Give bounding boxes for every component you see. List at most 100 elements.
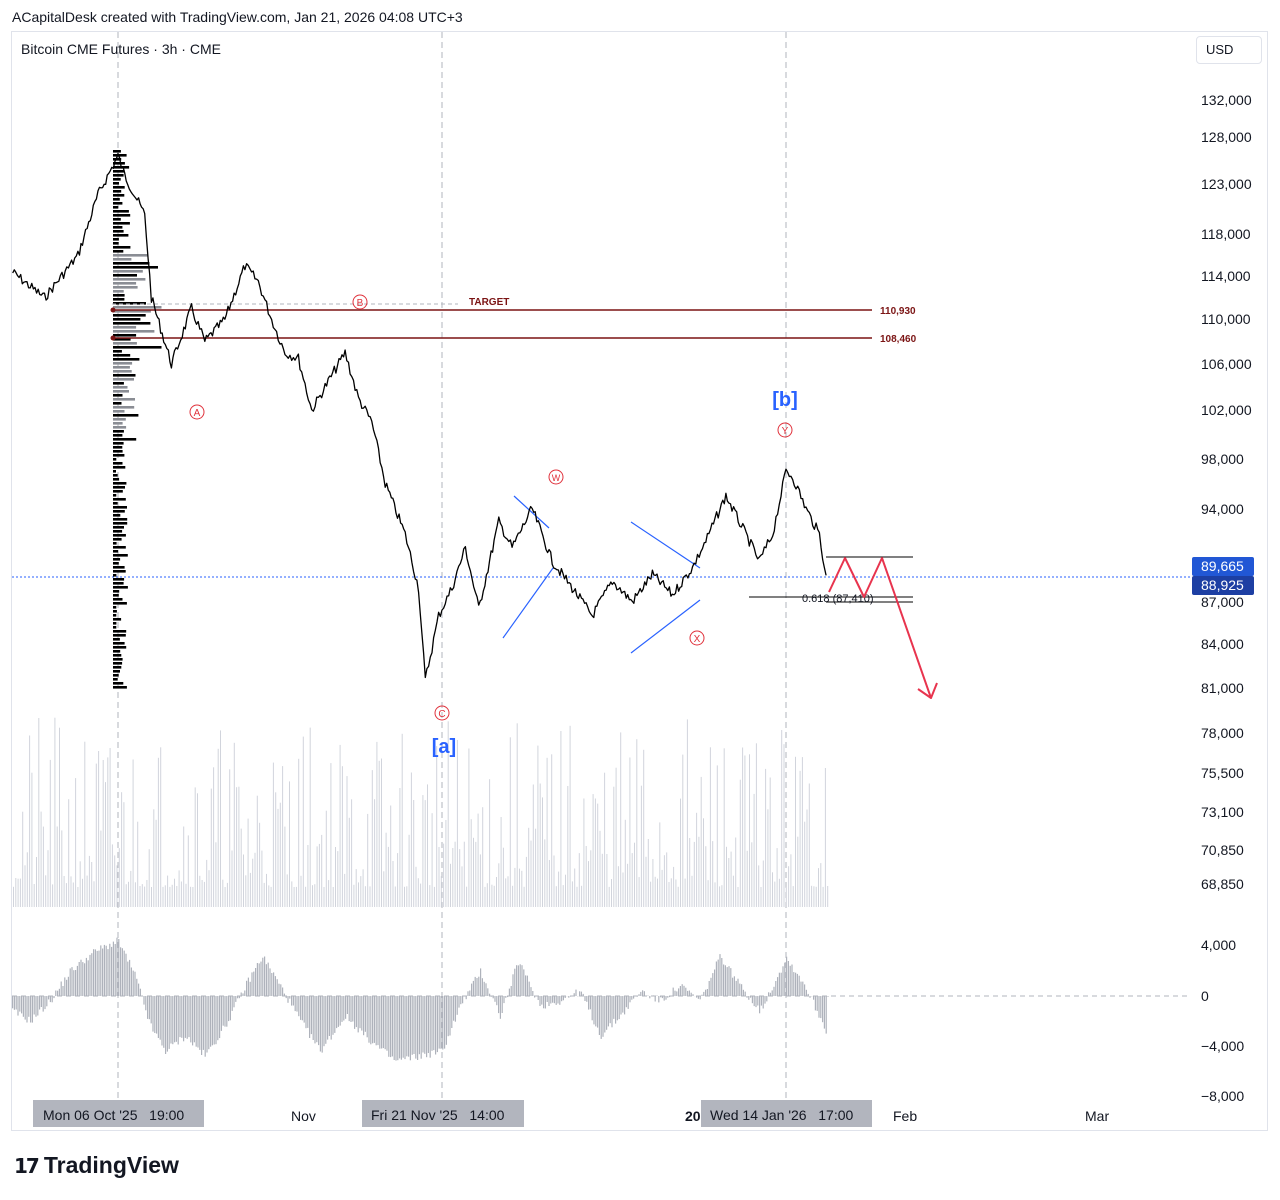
volume-bar bbox=[102, 760, 104, 907]
volume-bar bbox=[383, 871, 385, 907]
volume-bar bbox=[79, 861, 81, 907]
oscillator-bar bbox=[224, 996, 226, 1027]
oscillator-bar bbox=[364, 996, 366, 1032]
oscillator-bar bbox=[676, 991, 678, 996]
oscillator-bar bbox=[517, 965, 519, 996]
oscillator-bar bbox=[98, 950, 100, 996]
volume-bar bbox=[208, 870, 210, 907]
oscillator-bar bbox=[561, 996, 563, 1002]
oscillator-bar bbox=[323, 996, 325, 1047]
y-tick-label: 87,000 bbox=[1201, 594, 1244, 610]
oscillator-bar bbox=[667, 996, 669, 998]
oscillator-bar bbox=[807, 993, 809, 996]
volume-bar bbox=[86, 875, 88, 907]
y-tick-label: 68,850 bbox=[1201, 876, 1244, 892]
oscillator-bar bbox=[453, 996, 455, 1021]
oscillator-bar bbox=[523, 969, 525, 996]
volume-bar bbox=[210, 788, 212, 907]
volume-bar bbox=[445, 820, 447, 907]
volume-profile-row bbox=[113, 186, 125, 189]
oscillator-bar bbox=[624, 996, 626, 1015]
oscillator-bar bbox=[586, 996, 588, 1002]
volume-profile-row bbox=[113, 162, 125, 165]
volume-profile-row bbox=[113, 646, 127, 649]
volume-profile-row bbox=[113, 554, 128, 557]
volume-bar bbox=[590, 850, 592, 907]
volume-bar bbox=[404, 886, 405, 907]
volume-bar bbox=[461, 866, 463, 907]
volume-profile-row bbox=[113, 170, 125, 173]
volume-profile-row bbox=[113, 466, 126, 469]
oscillator-bar bbox=[508, 988, 510, 996]
volume-bar bbox=[187, 835, 189, 907]
volume-profile-row bbox=[113, 602, 127, 605]
volume-bar bbox=[588, 861, 589, 907]
volume-bar bbox=[417, 878, 419, 907]
oscillator-bar bbox=[206, 996, 208, 1053]
volume-bar bbox=[721, 885, 723, 907]
oscillator-bar bbox=[375, 996, 377, 1046]
x-tick-mar: Mar bbox=[1085, 1108, 1109, 1124]
volume-profile-row bbox=[113, 662, 123, 665]
volume-bar bbox=[707, 880, 709, 907]
oscillator-bar bbox=[622, 996, 624, 1013]
volume-bar bbox=[231, 850, 233, 907]
volume-bar bbox=[422, 795, 424, 907]
oscillator-bar bbox=[478, 976, 480, 996]
oscillator-bar bbox=[249, 981, 251, 996]
volume-bar bbox=[275, 792, 277, 907]
volume-bar bbox=[141, 884, 143, 907]
oscillator-bar bbox=[244, 990, 246, 996]
volume-bar bbox=[266, 873, 267, 907]
oscillator-bar bbox=[460, 996, 462, 1005]
volume-bar bbox=[666, 852, 668, 907]
oscillator-bar bbox=[350, 996, 352, 1022]
oscillator-bar bbox=[143, 996, 145, 1005]
oscillator-bar bbox=[174, 996, 176, 1043]
oscillator-bar bbox=[629, 996, 631, 1003]
volume-bar bbox=[291, 881, 293, 907]
oscillator-bar bbox=[118, 939, 120, 996]
volume-profile-row bbox=[113, 526, 124, 529]
volume-bar bbox=[160, 747, 162, 907]
volume-bar bbox=[650, 881, 652, 907]
oscillator-bar bbox=[786, 956, 788, 996]
oscillator-bar bbox=[280, 984, 282, 996]
volume-profile-row bbox=[113, 334, 137, 337]
volume-bar bbox=[203, 881, 205, 907]
oscillator-bar bbox=[33, 996, 35, 1015]
volume-bar bbox=[548, 860, 550, 907]
volume-bar bbox=[309, 727, 311, 907]
volume-profile-row bbox=[113, 518, 128, 521]
currency-button[interactable]: USD bbox=[1196, 36, 1262, 64]
oscillator-bar bbox=[139, 988, 141, 996]
volume-profile-row bbox=[113, 234, 129, 237]
oscillator-bar bbox=[469, 990, 471, 996]
oscillator-bar bbox=[44, 996, 46, 1010]
oscillator-bar bbox=[730, 968, 732, 996]
oscillator-bar bbox=[490, 996, 492, 997]
volume-bar bbox=[516, 723, 518, 907]
volume-profile-row bbox=[113, 578, 125, 581]
volume-bar bbox=[525, 856, 527, 907]
crosshair-time-badge-3 bbox=[701, 1100, 872, 1127]
volume-bar bbox=[489, 779, 491, 907]
oscillator-bar bbox=[337, 996, 339, 1027]
oscillator-bar bbox=[681, 984, 683, 996]
tradingview-logo[interactable]: 17 TradingView bbox=[14, 1152, 179, 1179]
oscillator-bar bbox=[17, 996, 19, 1016]
volume-bar bbox=[792, 886, 794, 907]
volume-profile-row bbox=[113, 294, 125, 297]
volume-bar bbox=[806, 809, 808, 907]
volume-bar bbox=[647, 839, 649, 907]
price-badges: 89,665 88,925 bbox=[1192, 557, 1254, 595]
volume-bar bbox=[26, 852, 28, 907]
resistance-levels: 110,930 108,460 TARGET bbox=[110, 297, 917, 345]
volume-bar bbox=[52, 884, 54, 907]
oscillator-bar bbox=[593, 996, 595, 1025]
symbol-legend[interactable]: Bitcoin CME Futures · 3h · CME bbox=[21, 41, 221, 57]
volume-bar bbox=[640, 785, 642, 907]
volume-bar bbox=[691, 875, 693, 907]
svg-text:Y: Y bbox=[782, 426, 789, 437]
